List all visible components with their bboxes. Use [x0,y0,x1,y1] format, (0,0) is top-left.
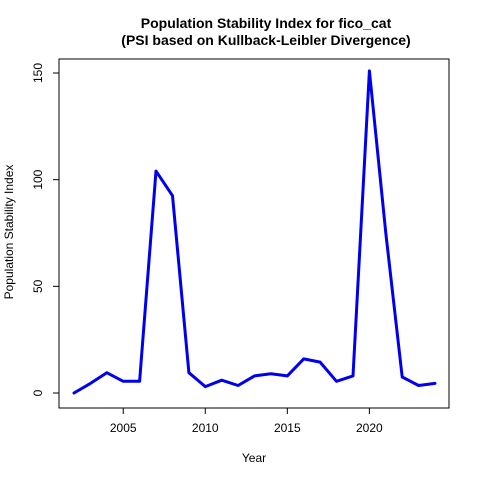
y-axis-label: Population Stability Index [2,165,16,300]
plot-frame [58,58,450,409]
x-axis-label: Year [242,451,266,465]
x-axis: 2005 2010 2015 2020 [110,408,383,435]
y-tick-label: 150 [31,63,45,83]
x-tick-label: 2015 [274,421,301,435]
y-tick-label: 0 [31,389,45,396]
y-axis: 0 50 100 150 [31,63,59,396]
y-tick-label: 100 [31,169,45,189]
x-tick-label: 2010 [192,421,219,435]
series-line-0 [72,69,437,395]
series-group [72,69,437,395]
x-tick-label: 2020 [356,421,383,435]
x-tick-label: 2005 [110,421,137,435]
chart-title: Population Stability Index for fico_cat [141,15,392,31]
y-tick-label: 50 [31,279,45,293]
chart-subtitle: (PSI based on Kullback-Leibler Divergenc… [121,32,410,48]
